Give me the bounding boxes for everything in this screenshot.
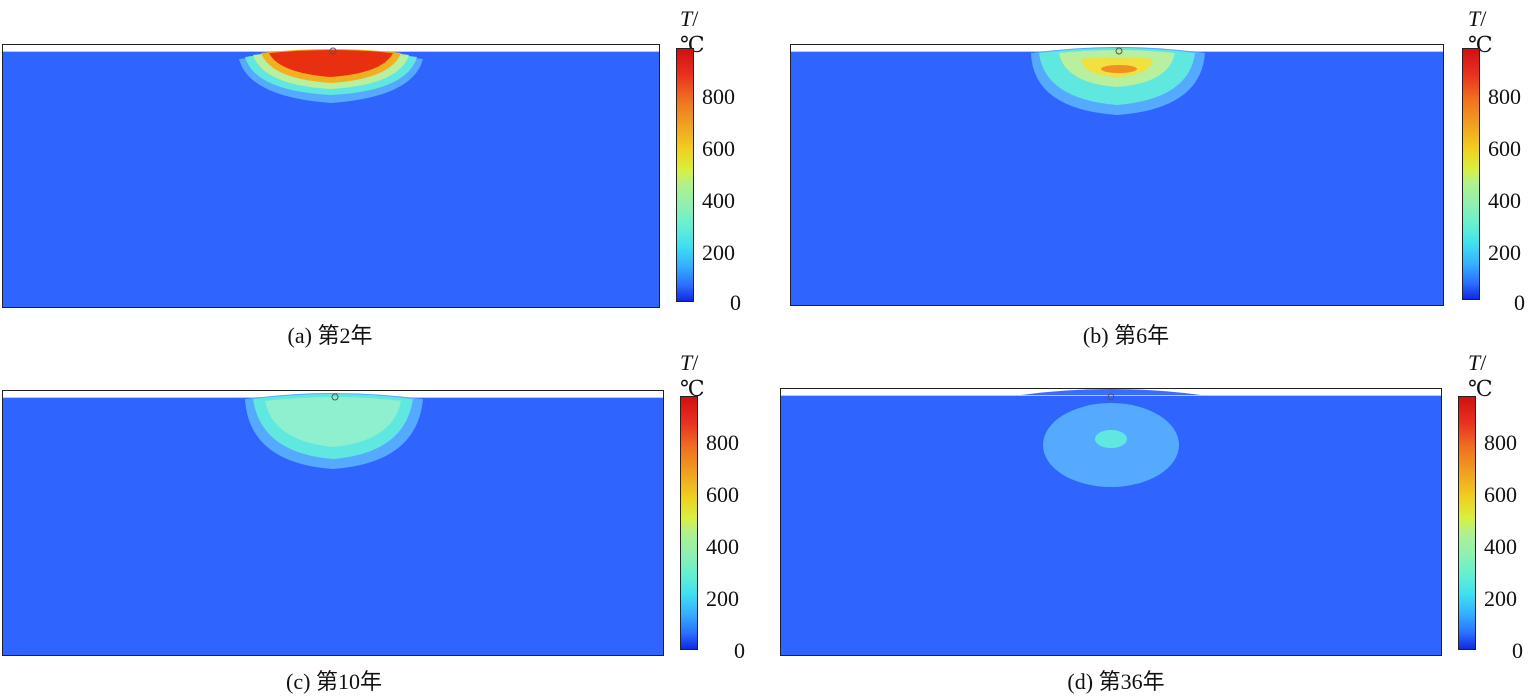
colorbar-tick: 200 <box>1484 586 1517 611</box>
temperature-field-c <box>2 390 664 656</box>
heat-plume-d <box>1021 389 1201 487</box>
colorbar-tick: 0 <box>1512 638 1523 663</box>
colorbar-c <box>680 396 698 650</box>
colorbar-tick: 200 <box>702 240 735 265</box>
colorbar-tick: 200 <box>1488 240 1521 265</box>
colorbar-tick: 800 <box>702 84 735 109</box>
surface-edge <box>781 395 1441 396</box>
colorbar-tick: 600 <box>1484 482 1517 507</box>
heat-plume-b <box>1031 47 1205 115</box>
caption-b: (b) 第6年 <box>1082 323 1170 348</box>
temperature-field-b <box>790 44 1444 306</box>
colorbar-title: T/℃ <box>1468 6 1493 57</box>
colorbar-title: T/℃ <box>1468 350 1493 401</box>
colorbar-tick: 800 <box>1484 430 1517 455</box>
colorbar-tick: 600 <box>702 136 735 161</box>
colorbar-tick: 600 <box>706 482 739 507</box>
colorbar-tick: 600 <box>1488 136 1521 161</box>
colorbar-tick: 400 <box>1484 534 1517 559</box>
colorbar-tick: 200 <box>706 586 739 611</box>
heat-plume-a <box>239 47 423 103</box>
colorbar-tick: 0 <box>1514 290 1525 315</box>
colorbar-tick: 800 <box>706 430 739 455</box>
colorbar-tick: 800 <box>1488 84 1521 109</box>
colorbar-a <box>676 48 694 302</box>
temperature-field-a <box>2 44 660 308</box>
colorbar-tick: 0 <box>734 638 745 663</box>
colorbar-d <box>1458 396 1476 650</box>
caption-d: (d) 第36年 <box>1067 669 1165 694</box>
colorbar-tick: 400 <box>1488 188 1521 213</box>
temperature-field-d <box>780 388 1442 656</box>
colorbar-title: T/℃ <box>680 350 705 401</box>
colorbar-tick: 400 <box>706 534 739 559</box>
colorbar-tick: 0 <box>730 290 741 315</box>
colorbar-b <box>1462 48 1480 300</box>
caption-a: (a) 第2年 <box>287 323 373 348</box>
heat-plume-c <box>245 393 423 469</box>
colorbar-tick: 400 <box>702 188 735 213</box>
caption-c: (c) 第10年 <box>286 669 382 694</box>
surface-line <box>3 45 659 51</box>
